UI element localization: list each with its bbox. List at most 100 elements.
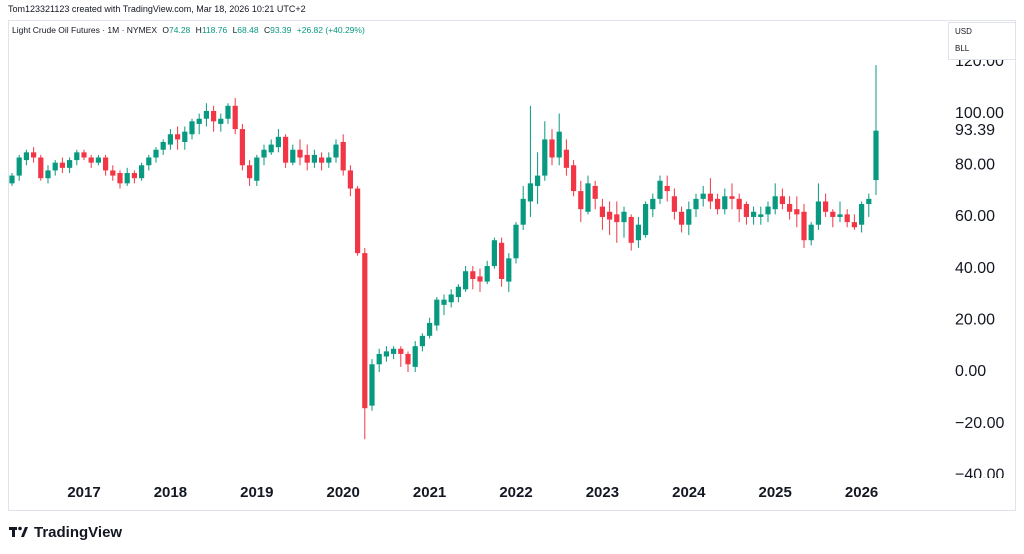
logo [9, 526, 28, 537]
candle-body [254, 157, 260, 181]
candle-body [542, 139, 548, 176]
close-letter: C [263, 25, 271, 35]
candle-body [45, 170, 51, 179]
candle-body [31, 152, 37, 158]
candle-body [628, 216, 634, 243]
candle-body [607, 211, 613, 220]
candle-body [866, 198, 872, 205]
candle-body [693, 198, 699, 210]
unit[interactable]: BLL [955, 44, 970, 53]
candle-body [520, 198, 526, 225]
candle-body [391, 348, 397, 354]
candle-body [52, 162, 58, 171]
candle-body [160, 141, 166, 150]
candle-body [448, 294, 454, 303]
candle-body [110, 170, 116, 176]
chart-frame [8, 20, 1016, 511]
candle-body [643, 204, 649, 236]
candle-body [88, 157, 94, 163]
candle-body [513, 224, 519, 259]
candle-body [772, 196, 778, 210]
candle-body [232, 105, 238, 130]
candle-body [326, 157, 332, 163]
candle-body [758, 214, 764, 217]
candle-body [715, 198, 721, 210]
candle-body [67, 160, 73, 168]
candle-body [362, 253, 368, 409]
candle-body [765, 206, 771, 215]
candle-body [304, 154, 310, 163]
candle-body [16, 157, 22, 176]
candle-body [815, 201, 821, 225]
candle-body [117, 173, 123, 184]
low-letter: L [232, 25, 238, 35]
candle-body [297, 149, 303, 158]
change: +26.82 (+40.29%) [296, 25, 365, 35]
candle-body [707, 193, 713, 202]
candle-body [455, 286, 461, 298]
low-value: 68.48 [237, 25, 259, 35]
candle-body [563, 149, 569, 168]
x-tick-label: 2026 [845, 484, 878, 501]
candle-body [405, 353, 411, 365]
candle-body [239, 129, 245, 166]
candle-body [527, 183, 533, 202]
candle-body [419, 335, 425, 347]
candle-body [736, 198, 742, 210]
candle-body [556, 131, 562, 158]
candle-body [333, 144, 339, 158]
candle-body [823, 201, 829, 212]
candle-body [290, 149, 296, 163]
candle-body [787, 204, 793, 212]
candle-body [686, 209, 692, 225]
candle-body [59, 162, 65, 168]
x-tick-label: 2018 [154, 484, 187, 501]
high-value: 118.76 [201, 25, 228, 35]
candle-body [671, 196, 677, 212]
candle-body [412, 346, 418, 367]
candle-body [477, 276, 483, 282]
y-tick-label: 0.00 [955, 363, 986, 380]
candle-body [585, 183, 591, 212]
candle-body [182, 131, 188, 142]
candle-body [203, 110, 209, 119]
candle-body [851, 222, 857, 228]
candle-body [434, 299, 440, 326]
candle-body [578, 191, 584, 210]
close-value: 93.39 [270, 25, 292, 35]
candle-body [247, 165, 253, 179]
candle-body [38, 157, 44, 179]
candle-body [311, 154, 317, 163]
currency[interactable]: USD [955, 27, 972, 36]
candle-body [470, 271, 476, 279]
candle-body [131, 173, 137, 179]
candle-body [383, 351, 389, 357]
candle-body [859, 204, 865, 225]
candle-body [196, 118, 202, 124]
candle-body [261, 149, 267, 158]
brand: TradingView [34, 524, 123, 541]
candle-body [167, 134, 173, 145]
y-tick-label: 40.00 [955, 260, 995, 277]
x-tick-label: 2021 [413, 484, 446, 501]
candle-body [599, 206, 605, 217]
x-tick-label: 2023 [586, 484, 619, 501]
x-axis-strip [9, 478, 1015, 510]
candle-body [506, 258, 512, 282]
x-tick-label: 2020 [327, 484, 360, 501]
candle-body [844, 214, 850, 223]
candle-body [427, 322, 433, 336]
candle-body [95, 157, 101, 163]
candle-body [614, 214, 620, 223]
x-tick-label: 2024 [672, 484, 706, 501]
candle-body [801, 211, 807, 241]
candle-body [571, 165, 577, 192]
symbol-legend: Light Crude Oil Futures · 1M · NYMEX O74… [12, 25, 365, 35]
candle-body [9, 175, 15, 184]
candle-body [779, 196, 785, 205]
currency-unit-box[interactable]: USD BLL [948, 22, 1016, 60]
candle-body [700, 193, 706, 199]
open-value: 74.28 [169, 25, 191, 35]
y-tick-label: 100.00 [955, 105, 1004, 122]
